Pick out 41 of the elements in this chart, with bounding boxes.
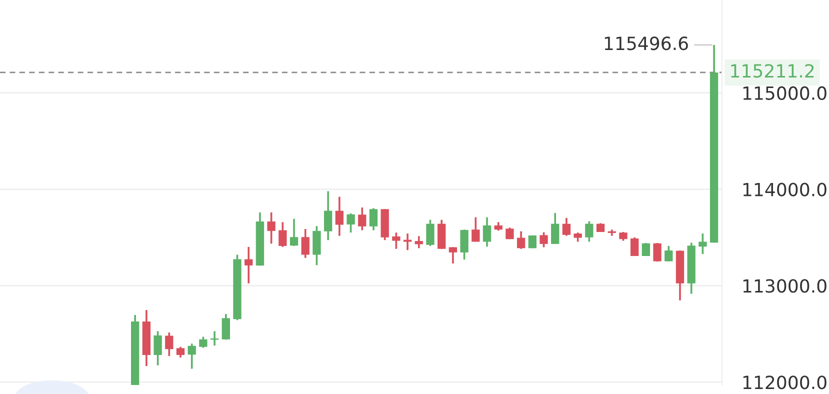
candlestick <box>222 313 230 341</box>
candlestick <box>267 212 276 245</box>
candlestick <box>664 245 673 262</box>
candlestick <box>176 346 185 358</box>
candlestick <box>188 342 196 370</box>
candlestick <box>698 232 707 255</box>
candlestick <box>312 225 321 266</box>
candlestick <box>358 206 366 232</box>
candlestick <box>392 232 400 250</box>
candlestick <box>426 218 434 247</box>
candlestick <box>199 336 208 349</box>
candlestick <box>540 231 548 248</box>
y-tick-label: 115000.0 <box>743 86 826 100</box>
candlestick <box>448 246 458 264</box>
candlestick <box>278 221 287 248</box>
candlestick <box>414 235 423 250</box>
y-tick-label: 112000.0 <box>743 376 826 390</box>
candlestick <box>369 207 378 232</box>
candlestick <box>472 216 480 243</box>
candlestick <box>653 242 662 262</box>
candlestick <box>290 218 298 247</box>
candlestick <box>460 228 468 260</box>
y-tick-label: 114000.0 <box>743 182 826 196</box>
candlestick <box>585 220 594 243</box>
candlestick <box>301 228 310 259</box>
candlestick <box>165 332 174 357</box>
y-tick-label: 113000.0 <box>743 279 826 293</box>
candlestick <box>244 246 253 284</box>
candlestick <box>482 216 492 248</box>
candlestick <box>346 212 355 234</box>
candlestick <box>630 236 639 257</box>
annotation: 115496.6 <box>604 36 688 50</box>
candlestick <box>335 196 344 237</box>
candlestick <box>574 232 582 243</box>
candlestick <box>551 212 560 245</box>
candlestick <box>562 217 571 237</box>
candlestick <box>324 190 332 241</box>
candlestick <box>516 230 526 250</box>
candlestick <box>642 242 650 257</box>
candlestick <box>154 330 162 366</box>
ref-line-label: 115211.2 <box>731 64 814 78</box>
